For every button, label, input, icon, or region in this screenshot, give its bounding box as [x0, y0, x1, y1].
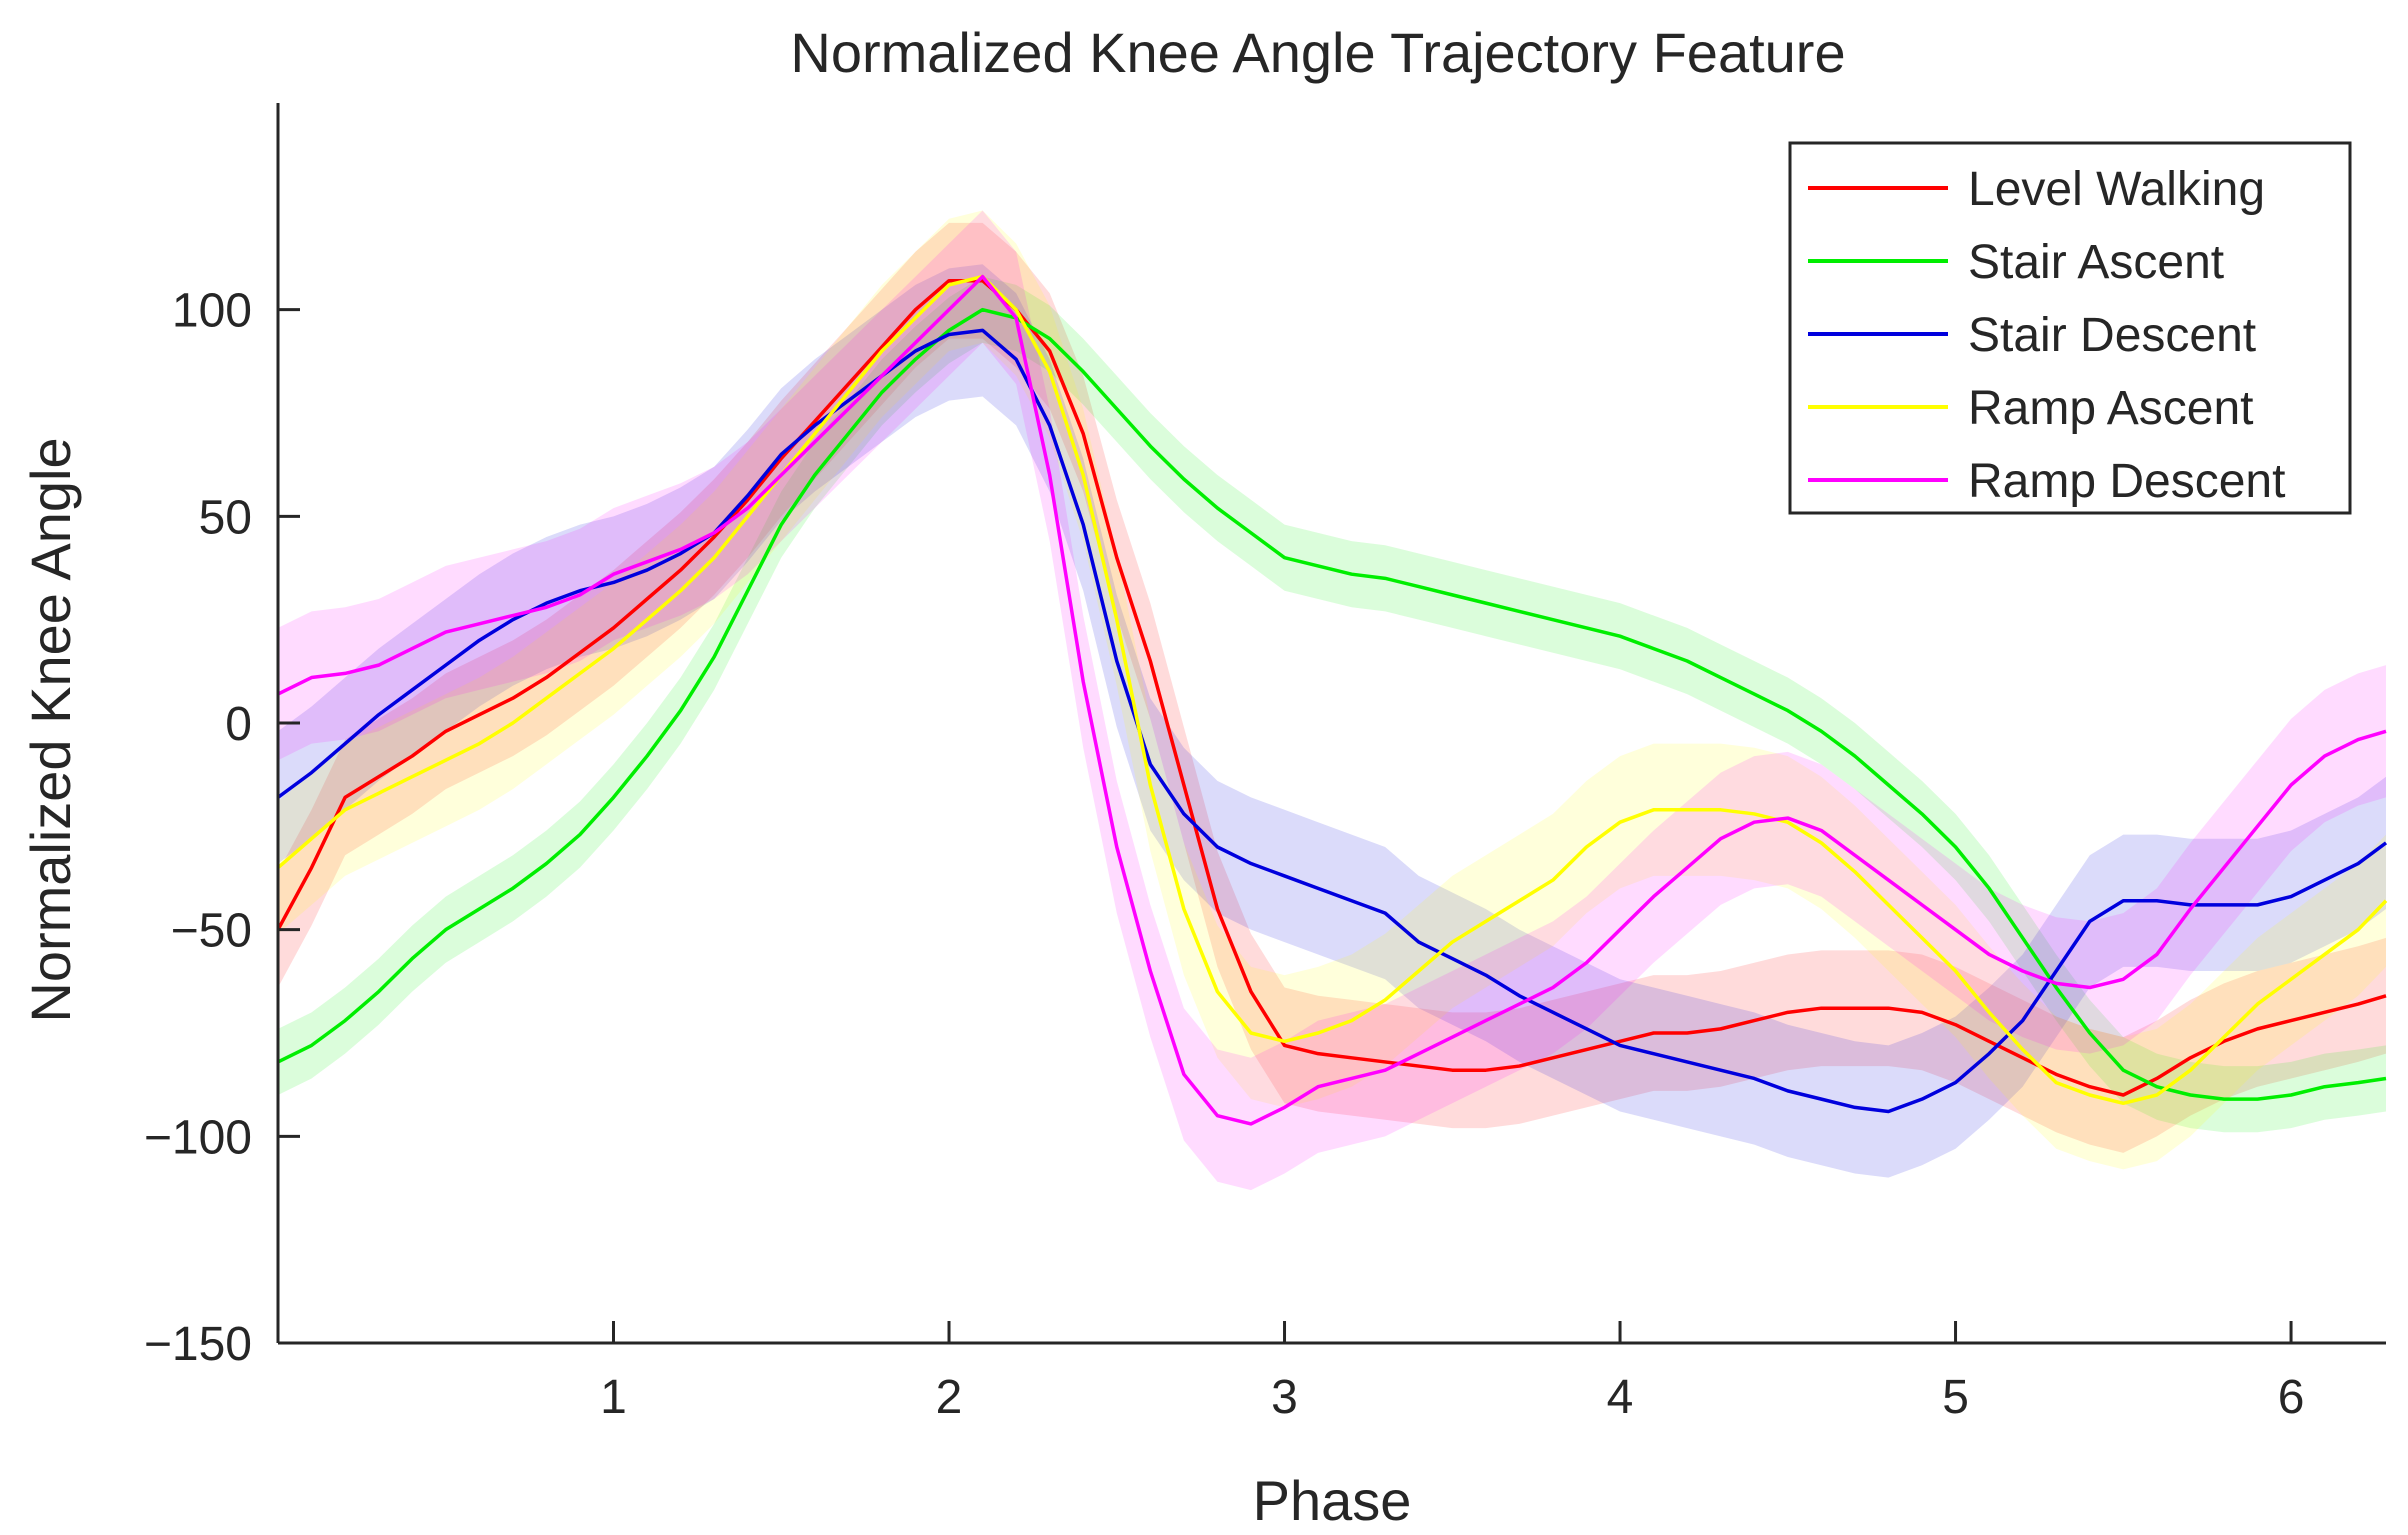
x-axis-ticks: 1 2 3 4 5 6 [600, 1321, 2304, 1424]
y-tick-label: 0 [225, 698, 252, 751]
x-tick-label: 1 [600, 1371, 627, 1424]
y-tick-label: 100 [172, 285, 252, 338]
legend-label-stair-descent: Stair Descent [1968, 309, 2256, 362]
line-ramp-ascent [276, 274, 2388, 1106]
x-tick-label: 2 [936, 1371, 963, 1424]
y-tick-label: −100 [144, 1111, 252, 1164]
y-tick-label: −50 [171, 905, 252, 958]
chart-title: Normalized Knee Angle Trajectory Feature [790, 21, 1845, 84]
y-axis-ticks: −150 −100 −50 0 50 100 [144, 285, 300, 1371]
x-tick-label: 4 [1607, 1371, 1634, 1424]
band-level-walking [278, 222, 2386, 1153]
line-stair-descent [276, 328, 2388, 1114]
x-tick-label: 6 [2278, 1371, 2305, 1424]
legend: Level Walking Stair Ascent Stair Descent Ra… [1788, 141, 2352, 515]
x-tick-label: 3 [1271, 1371, 1298, 1424]
legend-label-ramp-ascent: Ramp Ascent [1968, 382, 2253, 435]
y-axis-label: Normalized Knee Angle [19, 437, 82, 1022]
legend-label-level-walking: Level Walking [1968, 163, 2265, 216]
series-lines [276, 274, 2388, 1126]
y-tick-label: −150 [144, 1318, 252, 1371]
x-axis-label: Phase [1253, 1469, 1412, 1532]
legend-label-ramp-descent: Ramp Descent [1968, 455, 2285, 508]
legend-box [1788, 141, 2352, 515]
line-ramp-descent [277, 274, 2387, 1126]
x-tick-label: 5 [1942, 1371, 1969, 1424]
line-stair-ascent [277, 307, 2387, 1101]
band-ramp-descent [278, 210, 2386, 1191]
legend-items: Level Walking Stair Ascent Stair Descent Ra… [1808, 163, 2285, 508]
legend-label-stair-ascent: Stair Ascent [1968, 236, 2224, 289]
y-tick-label: 50 [199, 491, 252, 544]
